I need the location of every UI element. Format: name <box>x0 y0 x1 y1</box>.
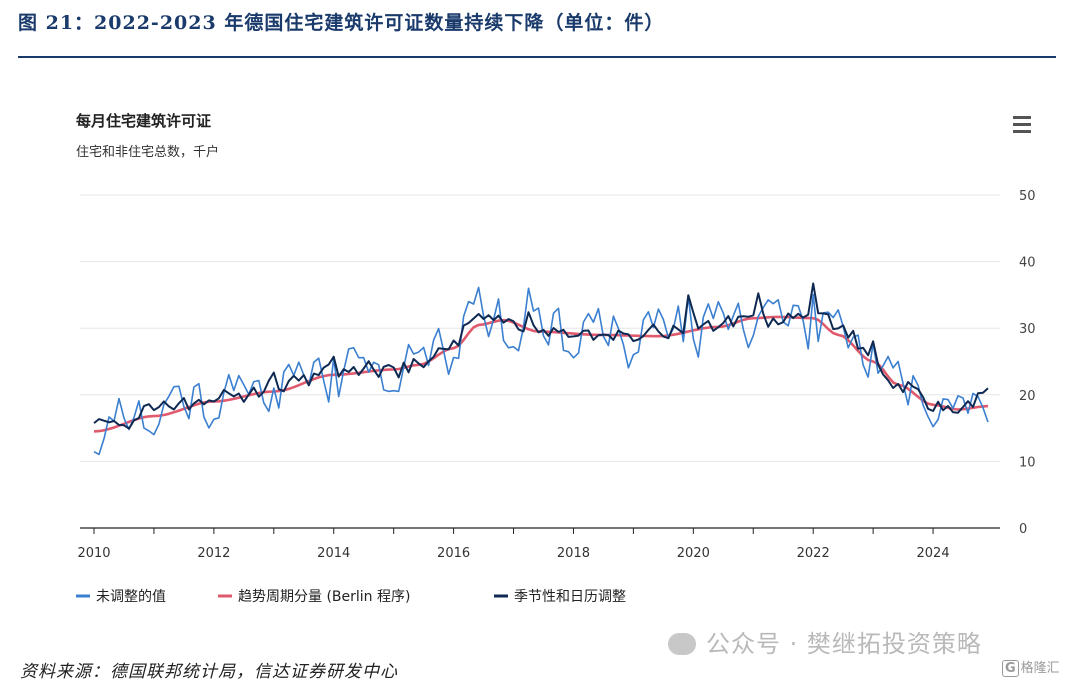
legend-item-seasonal[interactable]: 季节性和日历调整 <box>494 589 626 605</box>
x-tick-label: 2014 <box>317 546 350 561</box>
series-line-seasonal <box>93 282 989 430</box>
x-tick-label: 2020 <box>677 546 710 561</box>
figure-title: 图 21：2022-2023 年德国住宅建筑许可证数量持续下降（单位：件） <box>18 12 665 34</box>
y-tick-label: 20 <box>1019 389 1036 404</box>
y-tick-label: 10 <box>1019 455 1036 470</box>
logo-glyph: G <box>1002 660 1019 677</box>
x-tick-label: 2012 <box>197 546 230 561</box>
x-tick-label: 2016 <box>437 546 470 561</box>
legend: 未调整的值 趋势周期分量 (Berlin 程序) 季节性和日历调整 <box>76 589 626 605</box>
legend-label: 季节性和日历调整 <box>514 589 626 605</box>
hamburger-menu-icon[interactable] <box>1013 116 1031 138</box>
x-tick-label: 2010 <box>77 546 110 561</box>
y-tick-label: 0 <box>1019 522 1027 537</box>
grid-lines <box>80 194 1000 529</box>
y-tick-label: 30 <box>1019 322 1036 337</box>
chart-subtitle: 住宅和非住宅总数，千户 <box>76 144 219 160</box>
title-divider <box>18 56 1056 58</box>
chart-title: 每月住宅建筑许可证 <box>76 112 211 130</box>
y-tick-label: 40 <box>1019 256 1036 271</box>
logo-text: 格隆汇 <box>1020 661 1060 676</box>
x-tick-label: 2024 <box>917 546 950 561</box>
watermark: 公众号 · 樊继拓投资策略 <box>668 624 982 659</box>
logo: G 格隆汇 <box>1002 657 1060 677</box>
watermark-text: 公众号 · 樊继拓投资策略 <box>706 630 982 658</box>
series-lines <box>93 282 989 456</box>
wechat-icon <box>668 633 696 655</box>
series-line-unadjusted <box>93 286 989 456</box>
legend-item-trend[interactable]: 趋势周期分量 (Berlin 程序) <box>218 589 410 605</box>
legend-label: 未调整的值 <box>96 589 166 605</box>
x-tick-label: 2022 <box>797 546 830 561</box>
y-axis: 0 10 20 30 40 50 <box>1019 189 1036 537</box>
legend-label: 趋势周期分量 (Berlin 程序) <box>238 589 410 605</box>
x-tick-label: 2018 <box>557 546 590 561</box>
y-tick-label: 50 <box>1019 189 1036 204</box>
source-note: 资料来源：德国联邦统计局，信达证券研发中心 <box>20 662 398 682</box>
x-axis: 2010 2012 2014 2016 2018 2020 2022 2024 <box>77 528 950 561</box>
legend-item-unadjusted[interactable]: 未调整的值 <box>76 589 166 605</box>
